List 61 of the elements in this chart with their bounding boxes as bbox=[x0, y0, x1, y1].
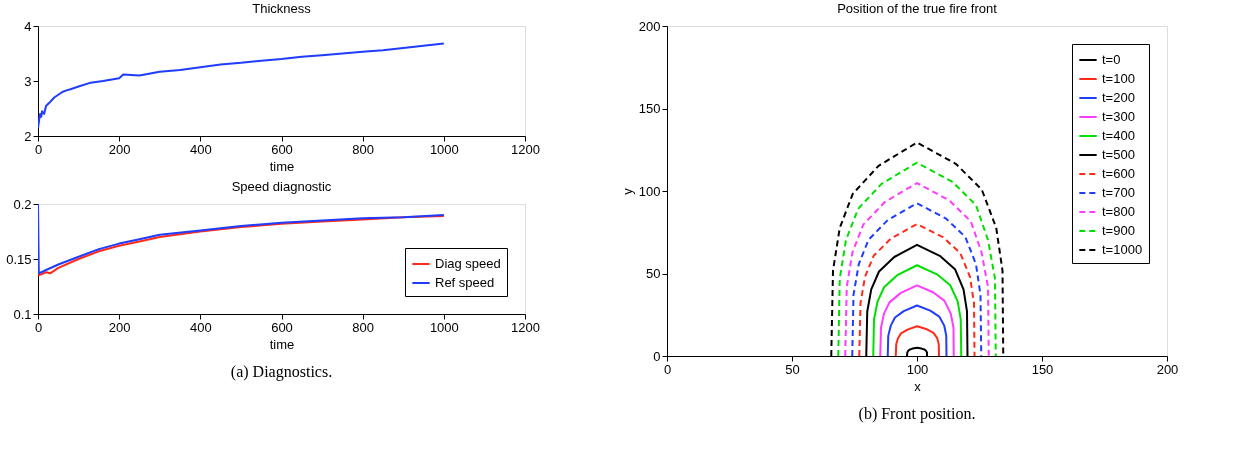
x-tick-label: 400 bbox=[189, 319, 212, 335]
x-tick-label: 200 bbox=[108, 319, 131, 335]
x-tick-label: 600 bbox=[271, 319, 293, 335]
x-tick-label: 100 bbox=[906, 361, 929, 377]
x-tick-label: 50 bbox=[785, 361, 800, 377]
x-axis-title: time bbox=[269, 158, 295, 174]
x-tick-label: 600 bbox=[271, 141, 293, 157]
line-series bbox=[844, 182, 990, 356]
line-series bbox=[858, 223, 976, 356]
x-axis-title: time bbox=[269, 336, 295, 352]
legend-label: t=600 bbox=[1102, 166, 1135, 181]
x-tick-label: 1000 bbox=[429, 319, 459, 335]
y-tick-label: 0.15 bbox=[6, 251, 32, 267]
y-tick-label: 4 bbox=[24, 18, 32, 34]
chart-title: Speed diagnostic bbox=[231, 179, 332, 194]
legend-label: t=100 bbox=[1102, 71, 1135, 86]
line-series bbox=[38, 42, 445, 129]
line-series bbox=[886, 304, 948, 356]
x-tick-label: 150 bbox=[1031, 361, 1054, 377]
text: (a) Diagnostics. bbox=[230, 363, 333, 381]
line-series bbox=[872, 264, 963, 356]
legend-label: t=500 bbox=[1102, 147, 1135, 162]
y-tick-label: 50 bbox=[646, 266, 661, 281]
legend-label: Diag speed bbox=[435, 256, 501, 271]
legend-label: t=700 bbox=[1102, 185, 1135, 200]
y-tick-label: 0 bbox=[653, 348, 661, 364]
y-tick-label: 150 bbox=[638, 101, 661, 116]
line-series bbox=[879, 284, 955, 356]
x-tick-label: 200 bbox=[108, 141, 131, 157]
line-series bbox=[894, 325, 940, 356]
legend-label: t=0 bbox=[1102, 52, 1121, 67]
x-tick-label: 0 bbox=[34, 141, 43, 157]
y-tick-label: 0.2 bbox=[13, 196, 32, 212]
legend-label: t=300 bbox=[1102, 109, 1135, 124]
y-tick-label: 100 bbox=[638, 183, 661, 199]
x-tick-label: 800 bbox=[352, 319, 375, 335]
x-tick-label: 800 bbox=[352, 141, 375, 157]
chart-title: Position of the true fire front bbox=[837, 1, 998, 16]
legend-label: t=800 bbox=[1102, 204, 1135, 219]
legend-label: t=1000 bbox=[1102, 242, 1143, 257]
chart-title: Thickness bbox=[252, 1, 312, 16]
legend-label: t=200 bbox=[1102, 90, 1135, 105]
legend-label: t=400 bbox=[1102, 128, 1135, 143]
x-tick-label: 200 bbox=[1156, 361, 1179, 377]
y-tick-label: 200 bbox=[638, 18, 661, 34]
x-tick-label: 0 bbox=[34, 319, 43, 335]
x-tick-label: 400 bbox=[189, 141, 212, 157]
text: (b) Front position. bbox=[858, 405, 976, 423]
line-series bbox=[851, 202, 983, 356]
y-tick-label: 3 bbox=[24, 73, 32, 89]
line-series bbox=[837, 161, 997, 356]
x-tick-label: 0 bbox=[663, 361, 672, 377]
x-tick-label: 1000 bbox=[429, 141, 459, 157]
y-axis-title: y bbox=[619, 187, 635, 195]
legend-label: t=900 bbox=[1102, 223, 1135, 238]
x-tick-label: 1200 bbox=[511, 141, 540, 157]
y-tick-label: 2 bbox=[24, 128, 32, 144]
x-tick-label: 1200 bbox=[511, 319, 540, 335]
x-axis-title: x bbox=[914, 378, 922, 394]
y-tick-label: 0.1 bbox=[13, 306, 32, 322]
legend-label: Ref speed bbox=[435, 275, 495, 290]
